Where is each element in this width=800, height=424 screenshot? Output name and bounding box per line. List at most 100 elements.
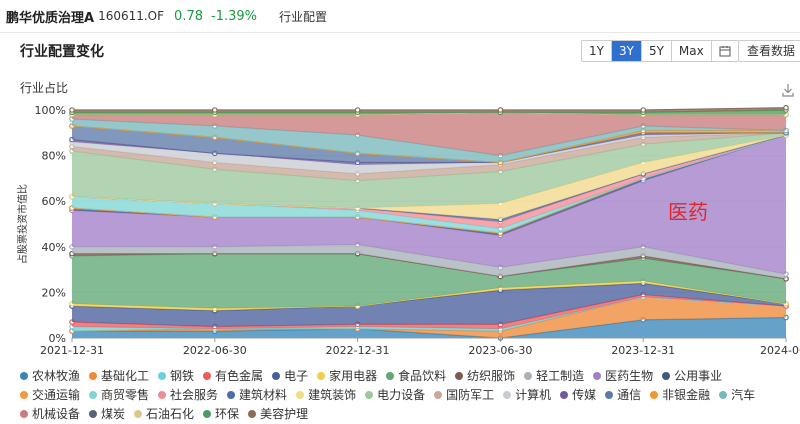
legend-item[interactable]: 汽车: [719, 386, 755, 405]
data-point: [783, 104, 789, 111]
download-icon[interactable]: [782, 83, 794, 97]
x-tick-label: 2021-12-31: [40, 344, 104, 357]
series-area: [72, 244, 786, 279]
legend-label: 公用事业: [674, 369, 723, 383]
legend-item[interactable]: 非银金融: [650, 386, 710, 405]
section-label[interactable]: 行业配置: [279, 9, 328, 24]
range-button-max[interactable]: Max: [671, 41, 712, 61]
legend-marker: [203, 410, 212, 418]
fund-code: 160611.OF: [98, 9, 165, 23]
legend-item[interactable]: 有色金属: [203, 367, 263, 386]
legend-marker: [20, 391, 28, 399]
legend-marker: [560, 391, 569, 399]
legend-item[interactable]: 机械设备: [20, 405, 80, 424]
fund-name: 鹏华优质治理A: [6, 10, 95, 26]
legend-item[interactable]: 纺织服饰: [455, 367, 515, 386]
legend-label: 煤炭: [101, 407, 126, 421]
legend-item[interactable]: 建筑材料: [227, 386, 287, 405]
y-axis-label: 占股票投资市值比: [16, 184, 29, 264]
series-area: [72, 296, 786, 338]
chart-legend: 农林牧渔 基础化工 钢铁 有色金属 电子 家用电器 食品饮料 纺织服饰 轻工制造 医药生物 公用事业…: [20, 367, 800, 424]
legend-item[interactable]: 轻工制造: [524, 367, 584, 386]
legend-item[interactable]: 基础化工: [89, 367, 149, 386]
legend-item[interactable]: 交通运输: [20, 386, 80, 405]
range-button-3y[interactable]: 3Y: [611, 41, 642, 61]
data-point: [640, 107, 647, 113]
legend-label: 汽车: [731, 388, 756, 402]
legend-marker: [158, 391, 167, 399]
legend-item[interactable]: 医药生物: [593, 367, 653, 386]
legend-label: 通信: [617, 388, 642, 402]
series-area: [72, 112, 786, 156]
legend-marker: [650, 391, 659, 399]
legend-label: 电力设备: [377, 388, 426, 402]
y-tick-label: 60%: [42, 195, 66, 208]
legend-label: 电子: [284, 369, 309, 383]
legend-label: 家用电器: [329, 369, 378, 383]
legend-item[interactable]: 食品饮料: [386, 367, 446, 386]
legend-marker: [719, 391, 728, 399]
legend-marker: [134, 410, 143, 418]
legend-label: 纺织服饰: [467, 369, 516, 383]
range-button-1y[interactable]: 1Y: [582, 41, 612, 61]
legend-label: 机械设备: [32, 407, 81, 421]
y-tick-label: 0%: [49, 332, 66, 345]
legend-marker: [158, 372, 167, 380]
data-point: [69, 107, 75, 113]
fund-price: 0.78: [174, 8, 203, 24]
legend-item[interactable]: 家用电器: [317, 367, 377, 386]
series-line: [72, 107, 787, 111]
legend-label: 农林牧渔: [32, 369, 81, 383]
y-tick-label: 20%: [42, 286, 66, 299]
legend-item[interactable]: 电力设备: [365, 386, 425, 405]
chart-title: 行业占比: [20, 81, 69, 95]
legend-item[interactable]: 计算机: [503, 386, 551, 405]
legend-label: 石油石化: [146, 407, 195, 421]
legend-label: 商贸零售: [101, 388, 150, 402]
legend-label: 食品饮料: [398, 369, 447, 383]
legend-marker: [20, 372, 28, 380]
legend-item[interactable]: 社会服务: [158, 386, 218, 405]
series-area: [72, 317, 786, 338]
legend-item[interactable]: 环保: [203, 405, 239, 424]
legend-item[interactable]: 传媒: [560, 386, 596, 405]
data-point: [497, 107, 504, 113]
legend-marker: [593, 372, 602, 380]
legend-marker: [89, 410, 98, 418]
legend-marker: [605, 391, 614, 399]
legend-item[interactable]: 钢铁: [158, 367, 194, 386]
legend-label: 非银金融: [662, 388, 711, 402]
series-area: [72, 281, 786, 311]
legend-item[interactable]: 通信: [605, 386, 641, 405]
calendar-button[interactable]: [711, 41, 738, 61]
legend-item[interactable]: 石油石化: [134, 405, 194, 424]
industry-allocation-panel: 行业配置变化 1Y 3Y 5Y Max 查看数据 行业占比 0% 20% 40% 60…: [0, 32, 800, 424]
legend-item[interactable]: 电子: [272, 367, 308, 386]
series-area: [72, 119, 786, 163]
series-line: [71, 125, 786, 164]
view-data-button[interactable]: 查看数据: [738, 40, 800, 62]
legend-marker: [20, 410, 28, 418]
x-tick-label: 2022-12-31: [326, 344, 390, 357]
x-tick-label: 2022-06-30: [183, 344, 247, 357]
legend-item[interactable]: 国防军工: [434, 386, 494, 405]
legend-marker: [317, 372, 326, 380]
x-tick-label: 2024-06: [760, 344, 800, 357]
legend-item[interactable]: 煤炭: [89, 405, 125, 424]
legend-marker: [386, 372, 395, 380]
legend-marker: [455, 372, 464, 380]
legend-item[interactable]: 公用事业: [662, 367, 722, 386]
series-area: [72, 135, 786, 234]
legend-label: 国防军工: [446, 388, 495, 402]
range-button-5y[interactable]: 5Y: [641, 41, 672, 61]
legend-label: 轻工制造: [536, 369, 585, 383]
data-point: [354, 107, 361, 113]
legend-item[interactable]: 建筑装饰: [296, 386, 356, 405]
legend-item[interactable]: 农林牧渔: [20, 367, 80, 386]
legend-marker: [365, 391, 374, 399]
legend-label: 基础化工: [101, 369, 150, 383]
series-area: [72, 125, 786, 163]
legend-item[interactable]: 美容护理: [248, 405, 308, 424]
legend-item[interactable]: 商贸零售: [89, 386, 149, 405]
legend-marker: [272, 372, 281, 380]
